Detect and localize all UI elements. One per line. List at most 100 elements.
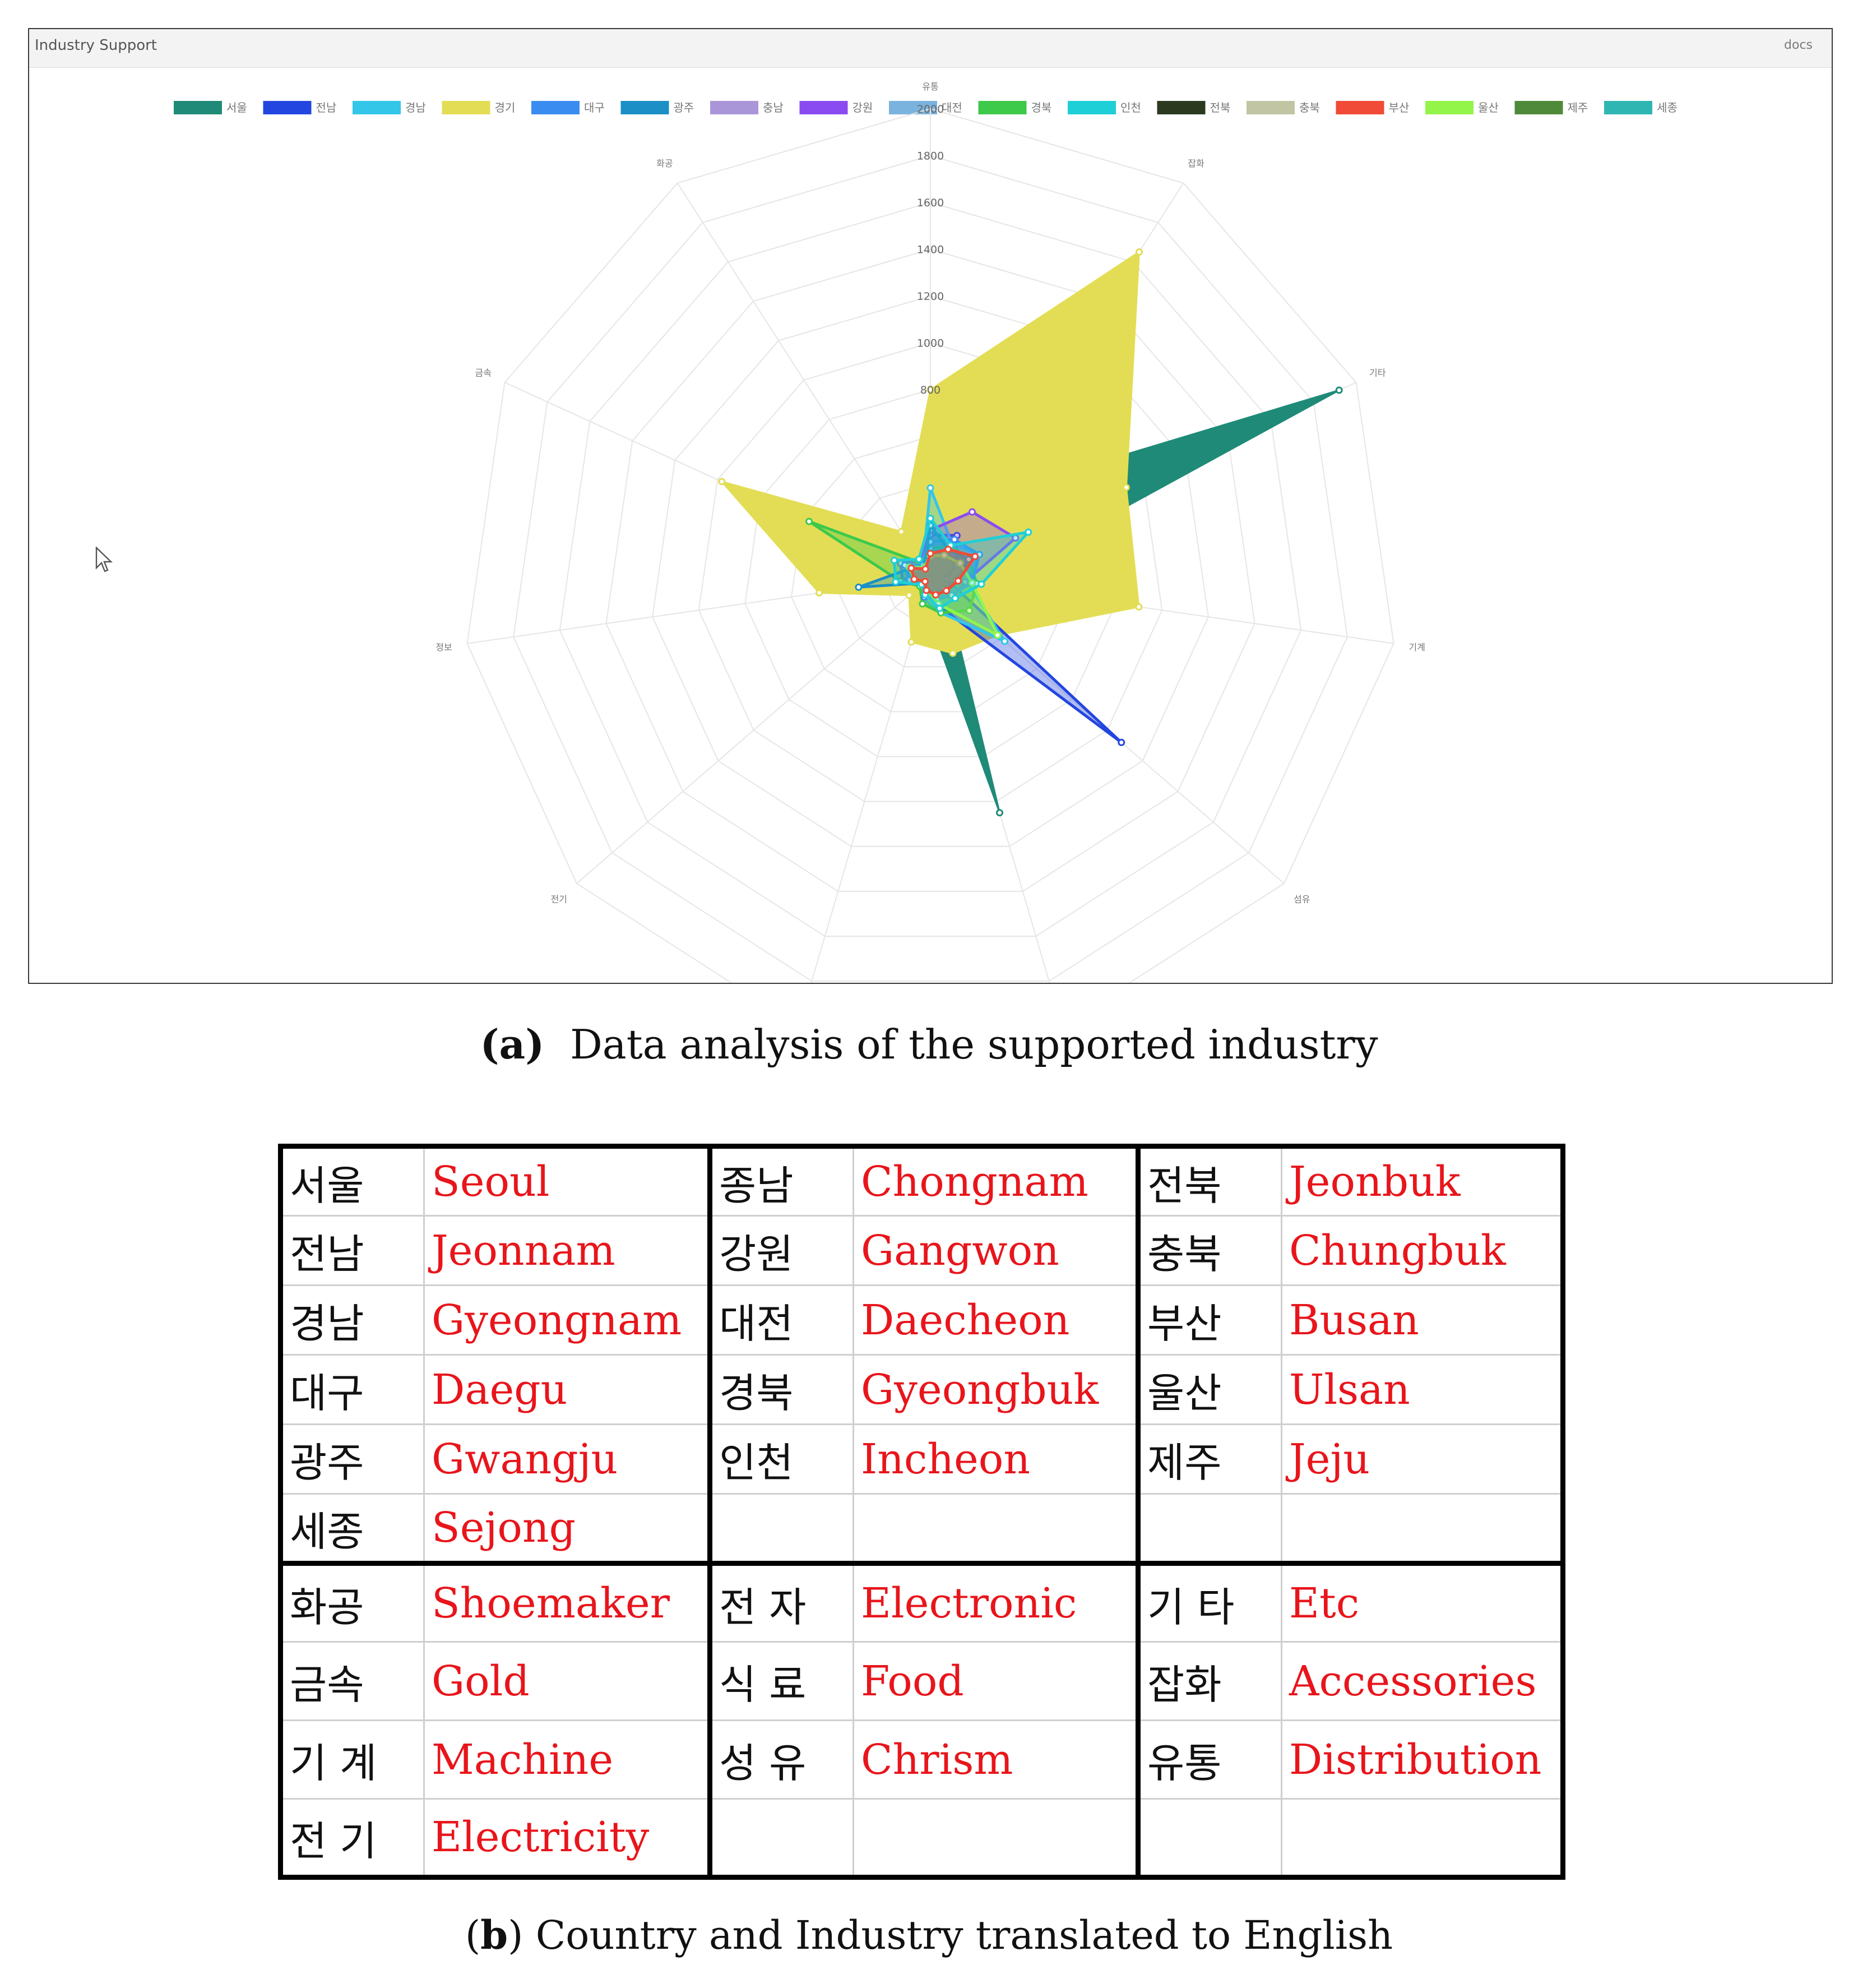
legend-label[interactable]: 대전 <box>942 101 962 114</box>
legend-swatch[interactable] <box>1336 101 1384 114</box>
legend-label[interactable]: 제주 <box>1568 101 1588 114</box>
series-point[interactable] <box>994 631 1002 639</box>
series-point[interactable] <box>910 575 918 583</box>
series-point[interactable] <box>855 583 863 591</box>
korean-term-cell: 화공 <box>280 1562 425 1643</box>
korean-term-cell: 서울 <box>280 1145 425 1217</box>
legend-label[interactable]: 세종 <box>1657 101 1678 114</box>
legend-label[interactable]: 전남 <box>316 101 337 114</box>
legend-label[interactable]: 경기 <box>495 101 516 114</box>
series-point[interactable] <box>951 535 958 543</box>
series-point[interactable] <box>1122 483 1130 491</box>
series-point[interactable] <box>921 577 929 585</box>
legend-label[interactable]: 전북 <box>1210 101 1231 114</box>
series-point[interactable] <box>968 508 976 516</box>
grid-spoke <box>576 576 931 884</box>
legend-label[interactable]: 경남 <box>405 101 426 114</box>
series-point[interactable] <box>1025 528 1032 536</box>
series-area[interactable] <box>892 515 1032 611</box>
legend-swatch[interactable] <box>620 101 669 114</box>
grid-spoke <box>677 183 931 577</box>
series-point[interactable] <box>907 564 915 572</box>
series-point[interactable] <box>940 551 948 559</box>
radar-series[interactable] <box>718 248 1343 817</box>
korean-term-cell <box>709 1798 854 1878</box>
korean-term-cell: 경남 <box>280 1284 425 1356</box>
series-point[interactable] <box>1335 386 1343 394</box>
legend-label[interactable]: 광주 <box>674 101 694 114</box>
legend-label[interactable]: 울산 <box>1478 101 1499 114</box>
series-point[interactable] <box>932 591 939 599</box>
legend-swatch[interactable] <box>442 101 490 114</box>
legend-swatch[interactable] <box>1425 101 1474 114</box>
axis-label: 유통 <box>922 81 938 92</box>
series-point[interactable] <box>944 545 952 553</box>
table-row: 광주 Gwangju 인천 Incheon 제주 Jeju <box>280 1423 1564 1495</box>
series-point[interactable] <box>965 607 973 614</box>
series-point[interactable] <box>942 587 950 595</box>
legend-label[interactable]: 서울 <box>226 101 247 114</box>
legend-label[interactable]: 강원 <box>852 101 873 114</box>
series-point[interactable] <box>921 565 929 573</box>
legend-swatch[interactable] <box>1068 101 1116 114</box>
series-point[interactable] <box>961 578 969 586</box>
series-point[interactable] <box>926 515 934 523</box>
series-point[interactable] <box>890 557 898 565</box>
series-point[interactable] <box>951 594 959 602</box>
series-point[interactable] <box>905 591 913 599</box>
series-point[interactable] <box>977 580 985 588</box>
table-row: 서울 Seoul 종남 Chongnam 전북 Jeonbuk <box>280 1145 1564 1217</box>
legend-label[interactable]: 경북 <box>1031 101 1052 114</box>
legend-swatch[interactable] <box>531 101 580 114</box>
legend-label[interactable]: 충남 <box>763 101 784 114</box>
legend-swatch[interactable] <box>799 101 848 114</box>
series-point[interactable] <box>926 386 934 394</box>
series-point[interactable] <box>1001 637 1009 645</box>
axis-label: 잡화 <box>1188 158 1204 169</box>
series-point[interactable] <box>926 484 934 492</box>
english-term-cell: Daecheon <box>852 1284 1141 1356</box>
series-point[interactable] <box>996 809 1004 817</box>
legend-swatch[interactable] <box>978 101 1027 114</box>
legend-swatch[interactable] <box>174 101 222 114</box>
series-point[interactable] <box>971 553 979 561</box>
legend-swatch[interactable] <box>1157 101 1206 114</box>
legend-swatch[interactable] <box>1247 101 1295 114</box>
legend-swatch[interactable] <box>889 101 937 114</box>
series-point[interactable] <box>907 638 915 646</box>
series-point[interactable] <box>805 517 813 525</box>
legend-label[interactable]: 대구 <box>584 101 605 114</box>
series-point[interactable] <box>718 478 726 486</box>
series-point[interactable] <box>919 600 926 608</box>
korean-term-cell: 충북 <box>1137 1215 1282 1286</box>
series-point[interactable] <box>935 604 943 612</box>
series-point[interactable] <box>816 589 823 597</box>
legend-swatch[interactable] <box>263 101 312 114</box>
series-point[interactable] <box>923 586 930 594</box>
legend-label[interactable]: 부산 <box>1389 101 1410 114</box>
legend-swatch[interactable] <box>710 101 758 114</box>
legend-label[interactable]: 인천 <box>1120 101 1141 114</box>
korean-term-cell: 전 자 <box>709 1562 854 1643</box>
legend-swatch[interactable] <box>353 101 401 114</box>
series-point[interactable] <box>1118 738 1125 746</box>
series-point[interactable] <box>949 649 957 657</box>
series-point[interactable] <box>926 549 934 557</box>
series-point[interactable] <box>943 575 951 583</box>
series-point[interactable] <box>968 579 976 587</box>
legend-swatch[interactable] <box>1514 101 1563 114</box>
series-point[interactable] <box>897 528 905 535</box>
docs-link[interactable]: docs <box>1784 38 1813 52</box>
legend-swatch[interactable] <box>1604 101 1652 114</box>
english-term-cell: Sejong <box>423 1493 712 1566</box>
legend-label[interactable]: 충북 <box>1299 101 1320 114</box>
series-point[interactable] <box>955 577 962 585</box>
series-point[interactable] <box>915 555 923 563</box>
series-point[interactable] <box>1135 248 1143 256</box>
series-point[interactable] <box>1135 603 1143 611</box>
caption-b-close: ) <box>508 1912 523 1958</box>
chart-legend[interactable]: 서울 전남 경남 경기 대구 광주 충남 강원 대전 경북 인천 전북 충북 부산 울산 제주 세종 <box>174 101 1678 114</box>
series-point[interactable] <box>892 578 900 586</box>
series-area[interactable] <box>719 250 1141 654</box>
series-point[interactable] <box>956 560 964 567</box>
